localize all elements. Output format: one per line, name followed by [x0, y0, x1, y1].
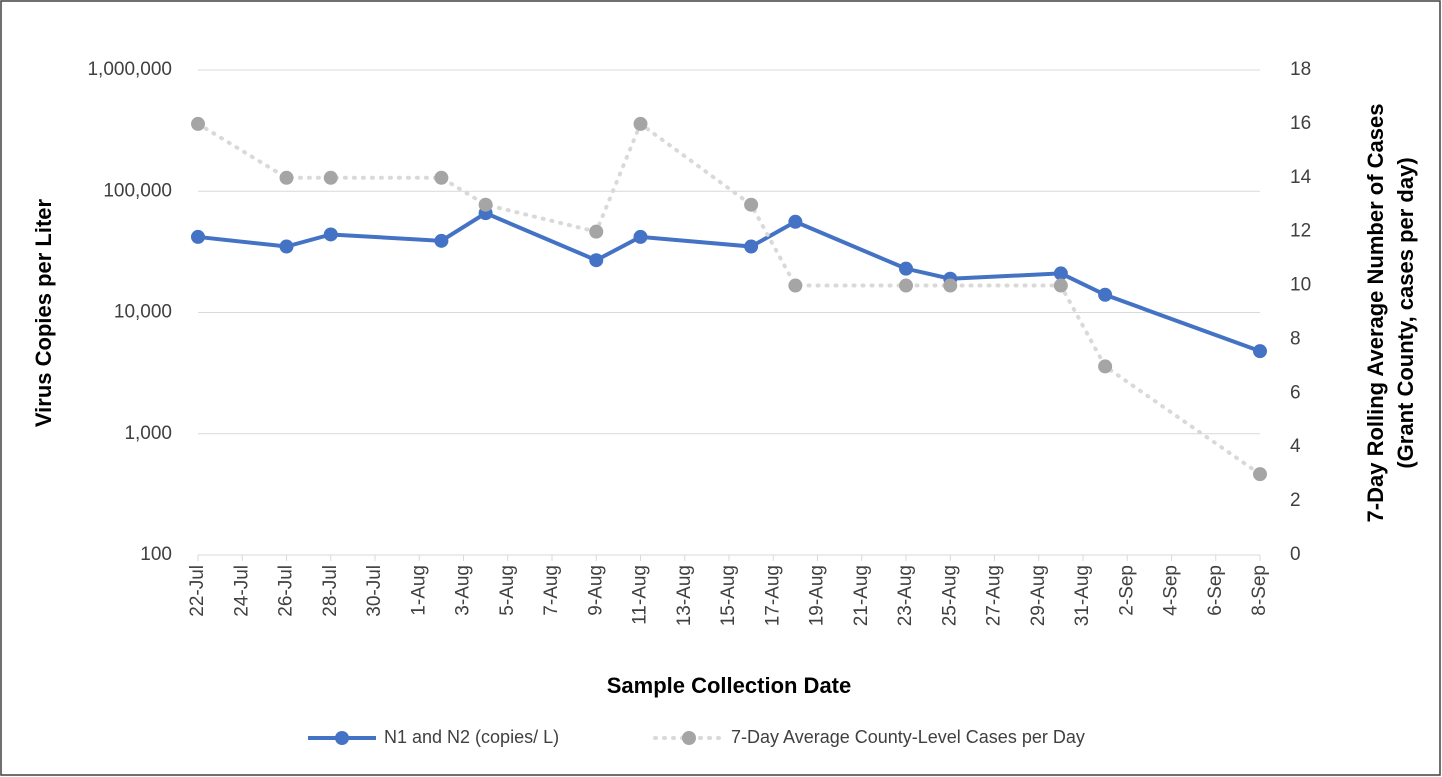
- series-line: [197, 210, 1261, 354]
- y2-tick-label: 6: [1290, 382, 1301, 403]
- series-marker: [744, 197, 759, 212]
- y2-tick-label: 8: [1290, 328, 1301, 349]
- series-marker: [434, 170, 449, 185]
- x-tick-label: 11-Aug: [630, 565, 651, 625]
- x-tick-label: 28-Jul: [320, 565, 341, 617]
- x-tick-label: 5-Aug: [497, 565, 518, 616]
- series-marker: [323, 227, 338, 242]
- x-tick-label: 22-Jul: [187, 565, 208, 617]
- x-tick-label: 25-Aug: [939, 565, 960, 626]
- series-marker: [478, 197, 493, 212]
- x-tick-label: 13-Aug: [674, 565, 695, 626]
- series-marker: [1253, 467, 1267, 482]
- series-marker: [1053, 266, 1068, 281]
- series-marker: [1098, 287, 1113, 302]
- y2-axis-title: (Grant County, cases per day): [1393, 157, 1418, 468]
- y2-tick-label: 4: [1290, 436, 1301, 457]
- y2-tick-label: 16: [1290, 113, 1311, 134]
- series-marker: [1053, 278, 1068, 293]
- legend-label: N1 and N2 (copies/ L): [384, 727, 559, 747]
- y2-tick-label: 18: [1290, 59, 1311, 80]
- x-axis-title: Sample Collection Date: [607, 673, 852, 698]
- series-marker: [1253, 344, 1267, 359]
- legend-label: 7-Day Average County-Level Cases per Day: [731, 727, 1085, 747]
- y-tick-label: 1,000: [124, 423, 172, 444]
- series-marker: [589, 224, 604, 239]
- x-tick-label: 31-Aug: [1072, 565, 1093, 626]
- x-tick-label: 30-Jul: [364, 565, 385, 617]
- y2-axis-title: 7-Day Rolling Average Number of Cases: [1363, 104, 1388, 523]
- series-marker: [788, 278, 803, 293]
- x-tick-label: 24-Jul: [231, 565, 252, 617]
- y-tick-label: 10,000: [114, 302, 172, 323]
- x-tick-label: 2-Sep: [1116, 565, 1137, 616]
- series-marker: [788, 214, 803, 229]
- x-tick-label: 21-Aug: [851, 565, 872, 626]
- series-line: [196, 120, 1262, 477]
- x-tick-label: 26-Jul: [276, 565, 297, 617]
- legend-marker: [682, 731, 696, 745]
- series-marker: [899, 278, 913, 293]
- x-tick-label: 15-Aug: [718, 565, 739, 626]
- x-tick-label: 4-Sep: [1161, 565, 1182, 616]
- y-tick-label: 100: [140, 544, 172, 565]
- x-tick-label: 23-Aug: [895, 565, 916, 626]
- y2-tick-label: 14: [1290, 167, 1312, 188]
- x-tick-label: 3-Aug: [453, 565, 474, 616]
- series-marker: [1098, 359, 1113, 374]
- x-tick-label: 9-Aug: [585, 565, 606, 616]
- y2-tick-label: 12: [1290, 221, 1311, 242]
- x-tick-label: 19-Aug: [807, 565, 828, 626]
- series-marker: [943, 278, 958, 293]
- y2-tick-label: 10: [1290, 275, 1311, 296]
- series-marker: [323, 170, 338, 185]
- y-axis-title: Virus Copies per Liter: [31, 198, 56, 427]
- series-marker: [191, 229, 205, 244]
- series-marker: [899, 261, 913, 276]
- x-tick-label: 29-Aug: [1028, 565, 1049, 626]
- x-tick-label: 7-Aug: [541, 565, 562, 616]
- series-marker: [191, 116, 205, 131]
- series-marker: [744, 239, 759, 254]
- x-tick-label: 17-Aug: [762, 565, 783, 626]
- legend-marker: [335, 731, 349, 745]
- series-marker: [279, 170, 294, 185]
- x-tick-label: 1-Aug: [408, 565, 429, 616]
- y2-tick-label: 0: [1290, 544, 1301, 565]
- series-marker: [434, 233, 449, 248]
- y2-tick-label: 2: [1290, 490, 1301, 511]
- y-tick-label: 1,000,000: [87, 59, 172, 80]
- series-marker: [633, 116, 648, 131]
- series-marker: [633, 229, 648, 244]
- series-marker: [279, 239, 294, 254]
- x-tick-label: 27-Aug: [984, 565, 1005, 626]
- y-tick-label: 100,000: [103, 180, 172, 201]
- x-tick-label: 6-Sep: [1205, 565, 1226, 616]
- x-tick-label: 8-Sep: [1249, 565, 1270, 616]
- series-marker: [589, 253, 604, 268]
